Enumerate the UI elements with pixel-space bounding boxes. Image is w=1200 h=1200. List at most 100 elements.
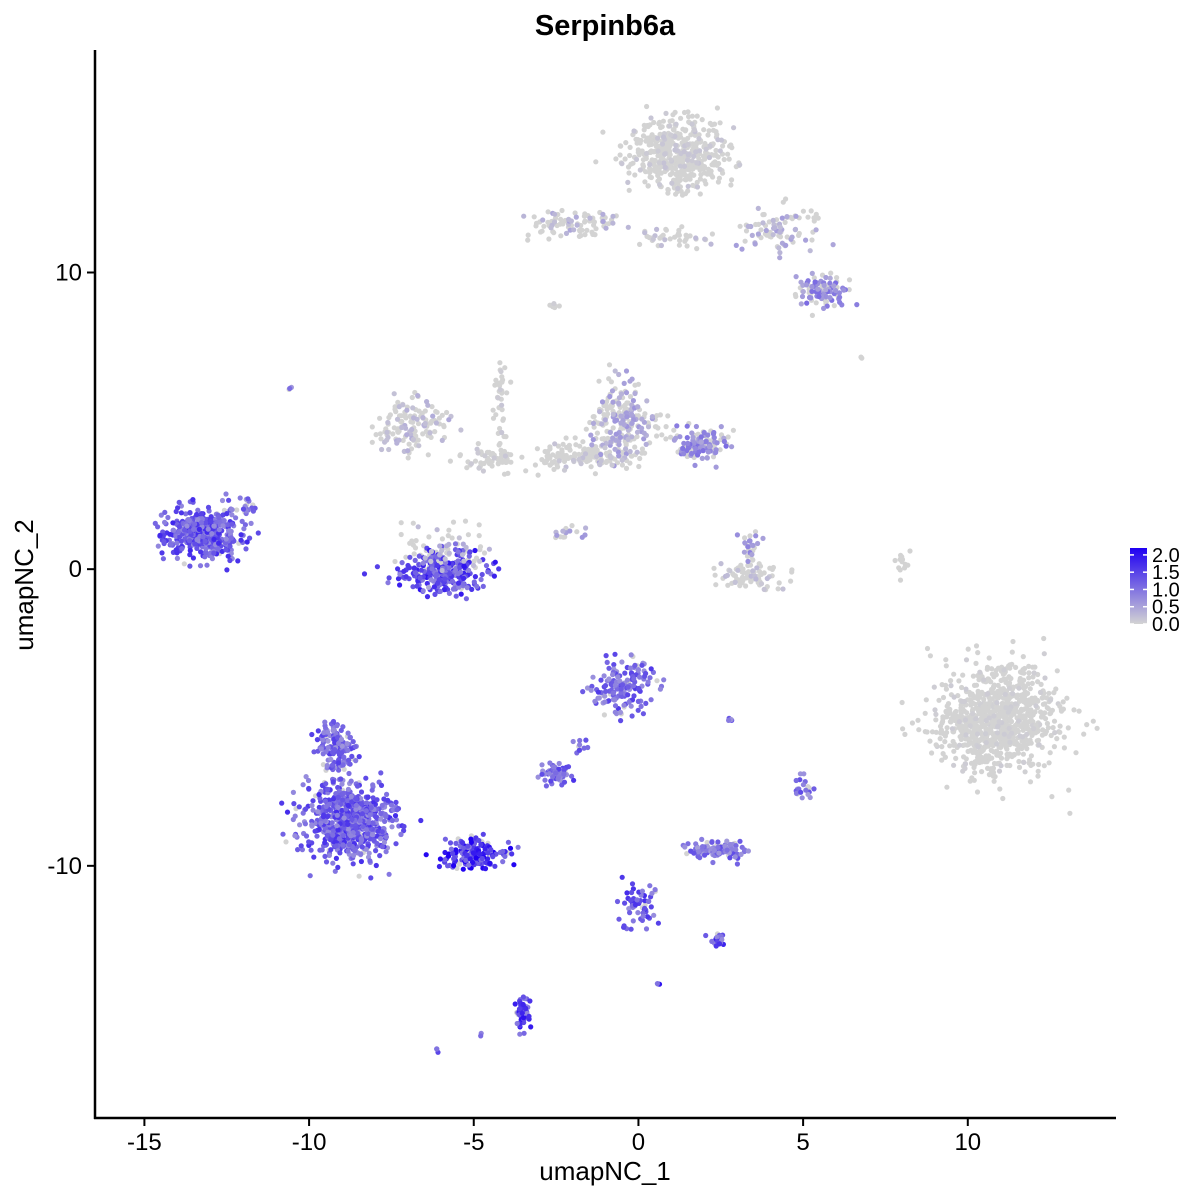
data-point bbox=[410, 436, 416, 443]
data-point bbox=[475, 441, 481, 447]
data-point bbox=[608, 404, 614, 411]
data-point bbox=[986, 701, 992, 707]
data-point bbox=[618, 686, 624, 692]
data-point bbox=[992, 774, 998, 780]
data-point bbox=[377, 431, 383, 437]
data-point bbox=[639, 450, 645, 456]
data-point bbox=[983, 731, 989, 737]
data-point bbox=[772, 225, 778, 231]
data-point bbox=[215, 546, 221, 552]
y-axis-ticks: 100-10 bbox=[47, 260, 95, 880]
data-point bbox=[938, 730, 944, 736]
data-point bbox=[1025, 726, 1031, 732]
data-point bbox=[303, 774, 309, 780]
data-point bbox=[627, 448, 633, 455]
data-point bbox=[775, 586, 781, 592]
data-point bbox=[681, 440, 687, 446]
data-point bbox=[933, 742, 939, 748]
data-point bbox=[370, 820, 376, 827]
data-point bbox=[816, 293, 822, 300]
data-point bbox=[449, 578, 455, 584]
data-point bbox=[639, 446, 646, 452]
data-point bbox=[643, 150, 650, 157]
data-point bbox=[306, 839, 312, 845]
data-point bbox=[1038, 709, 1044, 715]
data-point bbox=[640, 157, 647, 163]
data-point bbox=[648, 904, 654, 910]
data-point bbox=[984, 753, 990, 760]
data-point bbox=[447, 571, 453, 577]
data-point bbox=[702, 236, 708, 242]
data-point bbox=[980, 723, 986, 729]
data-point bbox=[237, 495, 243, 501]
data-point bbox=[545, 209, 551, 215]
data-point bbox=[639, 416, 645, 422]
data-point bbox=[645, 183, 651, 189]
data-point bbox=[642, 411, 648, 417]
data-point bbox=[1039, 732, 1045, 738]
data-point bbox=[599, 399, 606, 405]
data-point bbox=[734, 861, 741, 867]
data-point bbox=[766, 219, 772, 225]
data-point bbox=[386, 871, 392, 877]
data-point bbox=[473, 855, 479, 861]
data-point bbox=[589, 447, 595, 453]
data-point bbox=[681, 163, 688, 169]
data-point bbox=[612, 446, 618, 452]
data-point bbox=[733, 242, 739, 248]
data-point bbox=[519, 454, 525, 460]
data-point bbox=[392, 558, 398, 565]
data-point bbox=[675, 185, 681, 191]
data-point bbox=[616, 371, 622, 378]
data-point bbox=[203, 550, 209, 556]
data-point bbox=[466, 862, 472, 868]
data-point bbox=[245, 496, 251, 502]
data-point bbox=[353, 806, 359, 813]
data-point bbox=[565, 455, 571, 461]
data-point bbox=[167, 531, 173, 537]
data-point bbox=[445, 863, 451, 869]
data-point bbox=[535, 472, 541, 478]
data-point bbox=[1026, 712, 1032, 718]
data-point bbox=[777, 255, 783, 261]
data-point bbox=[1035, 679, 1041, 685]
data-point bbox=[416, 443, 422, 449]
data-point bbox=[444, 409, 450, 416]
data-point bbox=[808, 208, 814, 214]
data-point bbox=[617, 678, 623, 684]
data-point bbox=[1042, 701, 1048, 707]
data-point bbox=[1031, 670, 1037, 676]
data-point bbox=[433, 573, 439, 579]
data-point bbox=[643, 169, 649, 175]
data-point bbox=[973, 682, 980, 688]
data-point bbox=[350, 739, 356, 745]
data-point bbox=[714, 934, 720, 940]
data-point bbox=[813, 211, 819, 217]
data-point bbox=[677, 237, 683, 244]
data-point bbox=[535, 774, 541, 780]
data-point bbox=[1034, 729, 1040, 735]
data-point bbox=[337, 850, 343, 856]
data-point bbox=[377, 853, 383, 859]
data-point bbox=[788, 578, 794, 584]
data-point bbox=[359, 801, 365, 807]
data-point bbox=[697, 191, 703, 197]
data-point bbox=[963, 657, 970, 663]
data-point bbox=[332, 868, 338, 874]
data-point bbox=[827, 275, 833, 281]
data-point bbox=[696, 136, 702, 142]
data-point bbox=[499, 374, 505, 380]
data-point bbox=[581, 745, 587, 751]
data-point bbox=[1022, 769, 1028, 775]
data-point bbox=[225, 553, 231, 559]
data-point bbox=[401, 828, 407, 834]
data-point bbox=[528, 1024, 534, 1030]
data-point bbox=[625, 436, 631, 442]
data-point bbox=[809, 288, 815, 294]
data-point bbox=[739, 246, 745, 252]
data-point bbox=[346, 841, 352, 848]
data-point bbox=[827, 295, 833, 301]
data-point bbox=[385, 419, 391, 426]
data-point bbox=[465, 843, 471, 849]
data-point bbox=[412, 545, 419, 551]
